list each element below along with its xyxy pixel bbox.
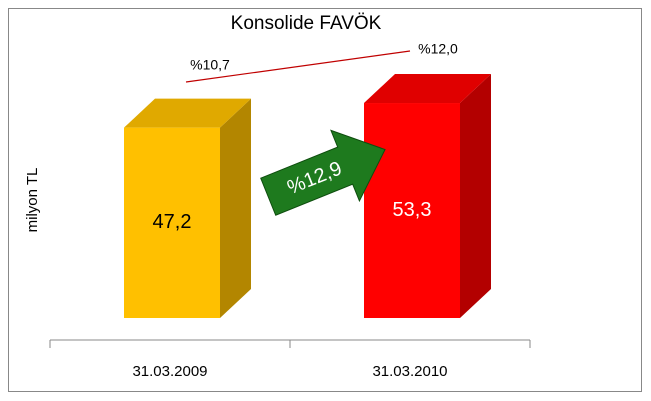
bar-side xyxy=(220,98,251,318)
margin-line xyxy=(185,50,411,83)
chart-title: Konsolide FAVÖK xyxy=(231,13,382,34)
data-label: 53,3 xyxy=(393,199,432,221)
data-label: 47,2 xyxy=(153,211,192,233)
bar-top xyxy=(124,98,251,128)
bar xyxy=(124,127,220,318)
x-tick-label: 31.03.2009 xyxy=(132,363,207,380)
frame xyxy=(8,8,642,392)
bar xyxy=(364,103,460,318)
growth-arrow: %12,9 xyxy=(260,129,386,216)
arrow-shape xyxy=(260,129,386,216)
annotation: %10,7 xyxy=(190,57,230,73)
bar-side xyxy=(460,74,491,318)
x-tick-label: 31.03.2010 xyxy=(372,363,447,380)
bar-top xyxy=(364,74,491,104)
y-axis-label: milyon TL xyxy=(24,168,41,233)
annotation: %12,0 xyxy=(418,41,458,57)
